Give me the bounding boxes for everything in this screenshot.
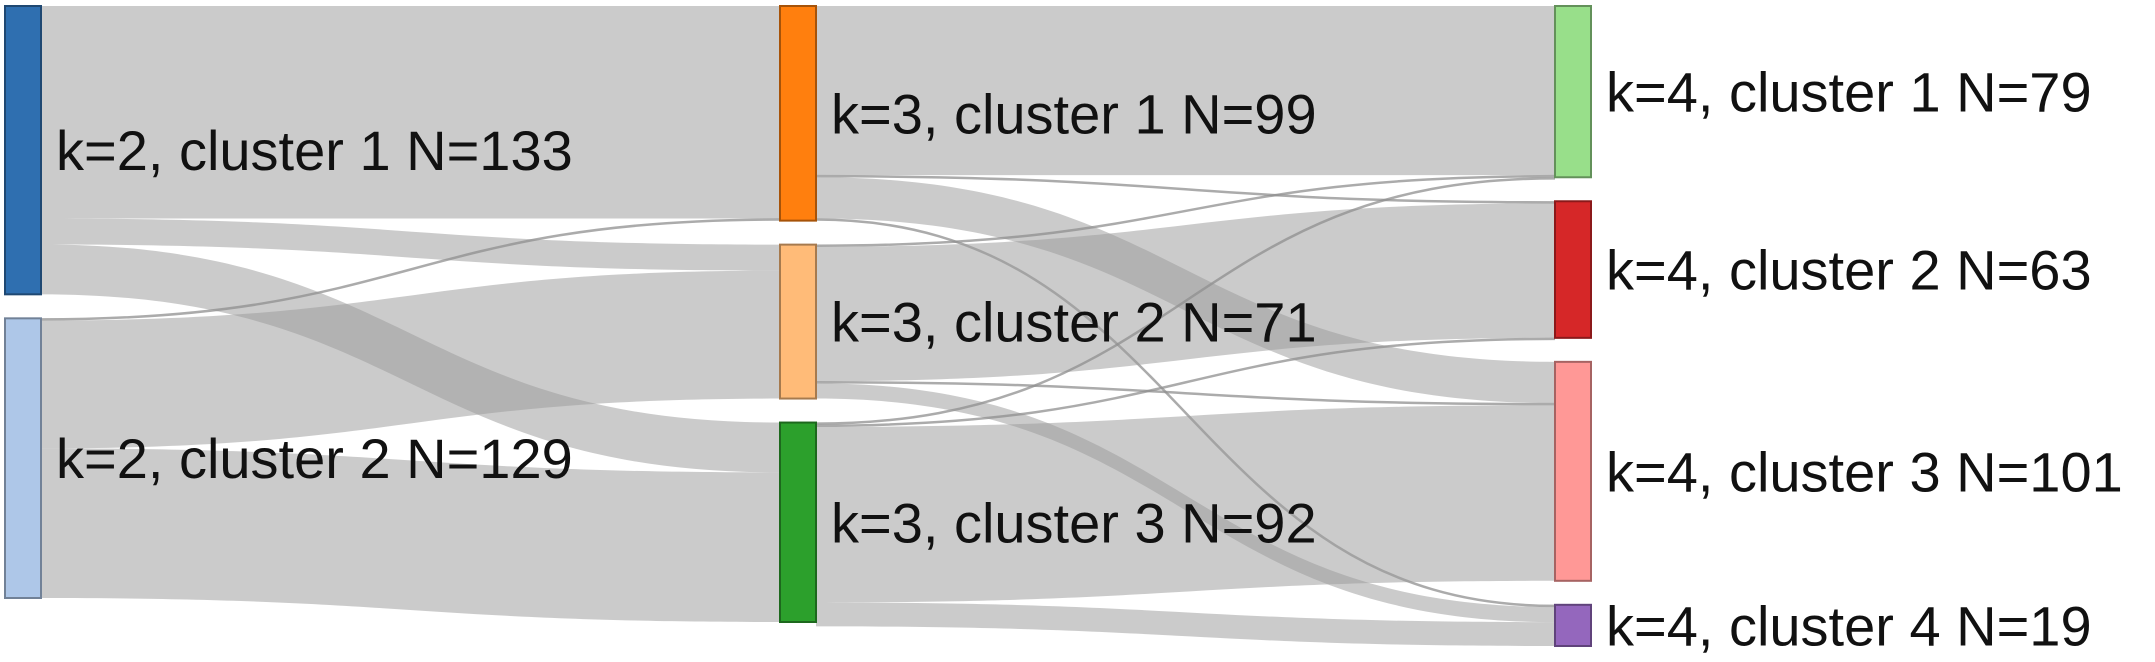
node-k3c3 <box>779 421 817 623</box>
node-k2c1 <box>4 5 42 296</box>
node-label-k4c4: k=4, cluster 4 N=19 <box>1606 594 2092 657</box>
node-label-k4c2: k=4, cluster 2 N=63 <box>1606 239 2092 302</box>
link-k3c2-k4c3 <box>815 381 1556 406</box>
link-k2c1-k3c2 <box>41 218 780 271</box>
node-label-k4c1: k=4, cluster 1 N=79 <box>1606 61 2092 124</box>
node-label-k2c1: k=2, cluster 1 N=133 <box>56 119 573 182</box>
link-k3c2-k4c2 <box>816 203 1555 382</box>
link-k3c3-k4c4 <box>816 602 1555 646</box>
link-k2c2-k3c2 <box>41 270 780 449</box>
link-k3c3-k4c1 <box>815 177 1556 425</box>
node-k4c4 <box>1554 603 1592 647</box>
link-k3c2-k4c1 <box>815 174 1556 247</box>
node-k3c2 <box>779 243 817 400</box>
link-k2c2-k3c1 <box>40 218 781 321</box>
link-k3c3-k4c2 <box>815 337 1556 428</box>
link-k2c1-k3c1 <box>41 6 780 219</box>
link-k3c3-k4c3 <box>816 405 1555 603</box>
node-label-k2c2: k=2, cluster 2 N=129 <box>56 427 573 490</box>
link-k2c2-k3c3 <box>41 448 780 622</box>
node-k3c1 <box>779 5 817 222</box>
node-label-k4c3: k=4, cluster 3 N=101 <box>1606 440 2123 503</box>
links-layer <box>40 6 1556 646</box>
node-label-k3c1: k=3, cluster 1 N=99 <box>831 82 1317 145</box>
link-k3c1-k4c1 <box>816 6 1555 176</box>
labels-layer: k=2, cluster 1 N=133 k=2, cluster 2 N=129… <box>56 61 2123 658</box>
node-k4c2 <box>1554 200 1592 339</box>
node-k2c2 <box>4 317 42 599</box>
link-k3c1-k4c2 <box>815 174 1556 204</box>
node-k4c1 <box>1554 5 1592 179</box>
node-k4c3 <box>1554 360 1592 582</box>
node-label-k3c2: k=3, cluster 2 N=71 <box>831 291 1317 354</box>
node-label-k3c3: k=3, cluster 3 N=92 <box>831 491 1317 554</box>
nodes-layer <box>4 5 1592 647</box>
